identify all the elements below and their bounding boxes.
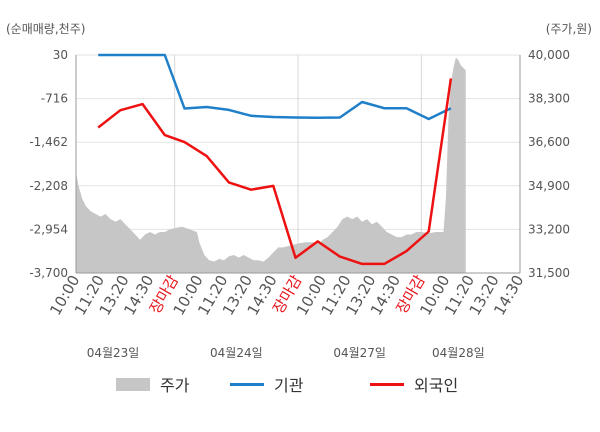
right-tick-label: 34,900 xyxy=(528,179,570,193)
date-label: 04월24일 xyxy=(210,346,263,360)
legend-swatch-institution xyxy=(230,382,264,386)
legend-item-price: 주가 xyxy=(116,372,189,396)
right-axis-unit-label: (주가,원) xyxy=(545,22,592,36)
right-tick-label: 36,600 xyxy=(528,135,570,149)
left-tick-label: -1,462 xyxy=(29,135,68,149)
foreign-line-series xyxy=(97,78,453,266)
legend-item-foreign: 외국인 xyxy=(370,372,458,396)
right-tick-label: 38,300 xyxy=(528,92,570,106)
date-label: 04월27일 xyxy=(333,346,386,360)
left-tick-label: -3,700 xyxy=(29,266,68,280)
date-label: 04월23일 xyxy=(87,346,140,360)
left-axis-unit-label: (순매매량,천주) xyxy=(6,22,86,36)
left-tick-label: 30 xyxy=(53,48,68,62)
legend-item-institution: 기관 xyxy=(230,372,303,396)
left-tick-label: -2,954 xyxy=(29,222,68,236)
legend-label-institution: 기관 xyxy=(274,376,304,395)
price-area-series xyxy=(76,57,466,273)
right-tick-label: 31,500 xyxy=(528,266,570,280)
right-tick-label: 33,200 xyxy=(528,222,570,236)
legend-swatch-foreign xyxy=(370,382,404,386)
legend-label-price: 주가 xyxy=(160,376,190,395)
legend-swatch-price xyxy=(116,377,150,391)
legend-label-foreign: 외국인 xyxy=(414,376,459,395)
institution-line-series xyxy=(98,53,452,121)
date-label: 04월28일 xyxy=(432,346,485,360)
left-tick-label: -2,208 xyxy=(29,179,68,193)
chart-legend: 주가 기관 외국인 xyxy=(0,372,600,398)
left-tick-label: -716 xyxy=(41,92,68,106)
right-tick-label: 40,000 xyxy=(528,48,570,62)
